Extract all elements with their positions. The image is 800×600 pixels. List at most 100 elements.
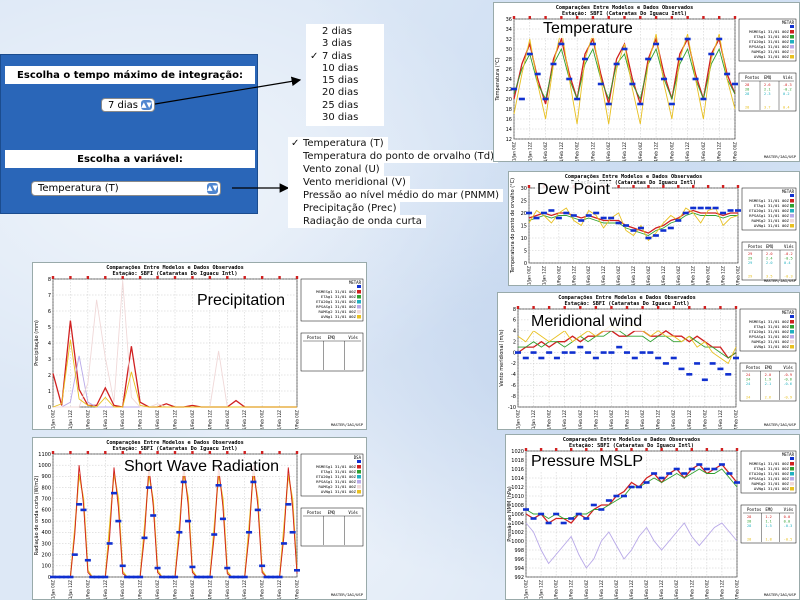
variable-menu-item[interactable]: Radiação de onda curta bbox=[288, 215, 426, 228]
obs-time-marker bbox=[647, 185, 650, 188]
y-tick-label: 1008 bbox=[511, 503, 524, 509]
obs-time-marker bbox=[706, 185, 710, 188]
x-tick-label: 01/Feb 12Z bbox=[562, 410, 567, 429]
y-tick-label: 4 bbox=[513, 329, 516, 335]
obs-point bbox=[682, 211, 689, 215]
legend-entry: RPSASg1 31/01 00Z bbox=[749, 334, 789, 339]
legend-swatch bbox=[790, 345, 794, 349]
x-tick-label: 06/Feb 00Z bbox=[701, 142, 706, 161]
days-menu-item[interactable]: 30 dias bbox=[306, 112, 384, 124]
legend-entry: ETA20g1 31/01 00Z bbox=[749, 329, 789, 334]
y-tick-label: 0 bbox=[524, 261, 527, 267]
x-tick-label: 02/Feb 12Z bbox=[601, 266, 606, 285]
obs-time-marker bbox=[69, 451, 72, 454]
legend-entry: RPSASg1 31/01 00Z bbox=[316, 304, 356, 309]
obs-point bbox=[515, 351, 521, 354]
legend-entry: AVNg1 31/01 00Z bbox=[321, 314, 357, 319]
x-tick-label: 01/Feb 00Z bbox=[85, 410, 90, 429]
x-tick-label: 03/Feb 00Z bbox=[616, 266, 621, 285]
series-line bbox=[525, 463, 738, 524]
obs-point bbox=[185, 519, 192, 523]
y-tick-label: 1004 bbox=[511, 521, 524, 527]
obs-point bbox=[676, 57, 683, 61]
pressure-svg: Comparações Entre Modelos e Dados Observ… bbox=[507, 437, 797, 599]
obs-time-marker bbox=[688, 306, 691, 309]
obs-time-marker bbox=[734, 306, 738, 309]
variable-menu-item[interactable]: Vento meridional (V) bbox=[288, 176, 410, 189]
chart-title: Comparações Entre Modelos e Dados Observ… bbox=[563, 437, 700, 443]
obs-point bbox=[620, 494, 627, 498]
obs-point bbox=[686, 373, 693, 376]
obs-point bbox=[558, 42, 565, 46]
legend-entry: ETAg1 31/01 00Z bbox=[754, 466, 790, 471]
obs-time-marker bbox=[705, 448, 709, 451]
stats-cell: 28 bbox=[747, 520, 751, 524]
obs-time-marker bbox=[645, 448, 648, 451]
obs-time-marker bbox=[138, 451, 142, 454]
legend-entry: AVNg1 31/01 00Z bbox=[754, 223, 790, 228]
obs-point bbox=[89, 575, 96, 579]
days-menu-item[interactable]: 3 dias bbox=[306, 38, 384, 50]
obs-point bbox=[246, 530, 253, 534]
obs-time-marker bbox=[675, 448, 678, 451]
obs-point bbox=[569, 351, 576, 354]
obs-point bbox=[84, 558, 91, 562]
variable-menu-item[interactable]: Pressão ao nível médio do mar (PNMM) bbox=[288, 189, 504, 202]
stats-header: Pontos bbox=[748, 244, 763, 249]
legend-entry: ETA20g1 31/01 00Z bbox=[749, 39, 789, 44]
stats-cell: -0.3 bbox=[784, 275, 793, 279]
stats-cell: 1.9 bbox=[765, 378, 772, 382]
variable-menu-item[interactable]: Vento zonal (U) bbox=[288, 163, 384, 176]
y-tick-label: 24 bbox=[506, 77, 512, 83]
stats-header: Viés bbox=[784, 244, 794, 249]
days-menu-item[interactable]: 25 dias bbox=[306, 100, 384, 112]
days-menu-item[interactable]: 20 dias bbox=[306, 87, 384, 99]
x-tick-label: 06/Feb 12Z bbox=[277, 410, 282, 429]
days-menu-item[interactable]: 10 dias bbox=[306, 63, 384, 75]
x-tick-label: 07/Feb 00Z bbox=[295, 410, 300, 429]
legend-entry: ETAg1 31/01 00Z bbox=[321, 469, 357, 474]
legend-swatch bbox=[790, 40, 794, 44]
stats-cell: 0.0 bbox=[784, 520, 791, 524]
obs-time-marker bbox=[121, 276, 124, 279]
obs-point bbox=[538, 356, 545, 360]
days-menu-item[interactable]: 2 dias bbox=[306, 26, 384, 38]
obs-point bbox=[272, 575, 279, 579]
y-tick-label: 600 bbox=[41, 508, 51, 514]
obs-point bbox=[733, 356, 739, 360]
days-menu-item[interactable]: 15 dias bbox=[306, 75, 384, 87]
stats-cell: -0.6 bbox=[783, 378, 792, 382]
max-time-select[interactable]: 7 dias ▲▼ bbox=[101, 98, 155, 112]
obs-point bbox=[555, 216, 562, 220]
variable-select[interactable]: Temperatura (T) ▲▼ bbox=[31, 181, 221, 196]
days-menu-item[interactable]: ✓ 7 dias bbox=[306, 51, 384, 63]
obs-point bbox=[624, 351, 630, 354]
obs-time-marker bbox=[736, 185, 740, 188]
chart-title: Comparações Entre Modelos e Dados Observ… bbox=[106, 440, 243, 446]
obs-time-marker bbox=[591, 16, 595, 19]
meridional-overlay-title: Meridional wind bbox=[529, 313, 645, 331]
series-line bbox=[513, 47, 736, 101]
legend-swatch bbox=[790, 477, 794, 481]
x-tick-label: 04/Feb 12Z bbox=[207, 410, 212, 429]
stats-header: EMQ bbox=[328, 510, 336, 515]
obs-point bbox=[280, 542, 287, 545]
obs-point bbox=[600, 216, 607, 220]
days-menu-item-label: 15 dias bbox=[322, 75, 359, 87]
y-axis-label: Pressão ao NMM (hPa) bbox=[507, 486, 513, 542]
obs-time-marker bbox=[672, 306, 675, 309]
x-tick-label: 02/Feb 12Z bbox=[590, 142, 595, 161]
variable-menu-item[interactable]: Precipitação (Prec) bbox=[288, 202, 401, 215]
stats-cell: -0.6 bbox=[783, 382, 792, 386]
legend-entry: ETAg1 31/01 00Z bbox=[754, 203, 790, 208]
variable-menu-item[interactable]: Temperatura do ponto de orvalho (Td) bbox=[288, 150, 499, 163]
x-tick-label: 01/Feb 12Z bbox=[559, 142, 564, 161]
variable-menu-item[interactable]: ✓ Temperatura (T) bbox=[288, 137, 388, 150]
chart-footer: MASTER/IAG/USP bbox=[764, 422, 797, 427]
obs-point bbox=[561, 351, 568, 354]
y-tick-label: 6 bbox=[513, 318, 516, 324]
stats-header: Pontos bbox=[745, 75, 760, 80]
obs-point bbox=[727, 209, 734, 212]
stats-cell: 2.0 bbox=[766, 252, 773, 256]
obs-point bbox=[613, 494, 620, 498]
